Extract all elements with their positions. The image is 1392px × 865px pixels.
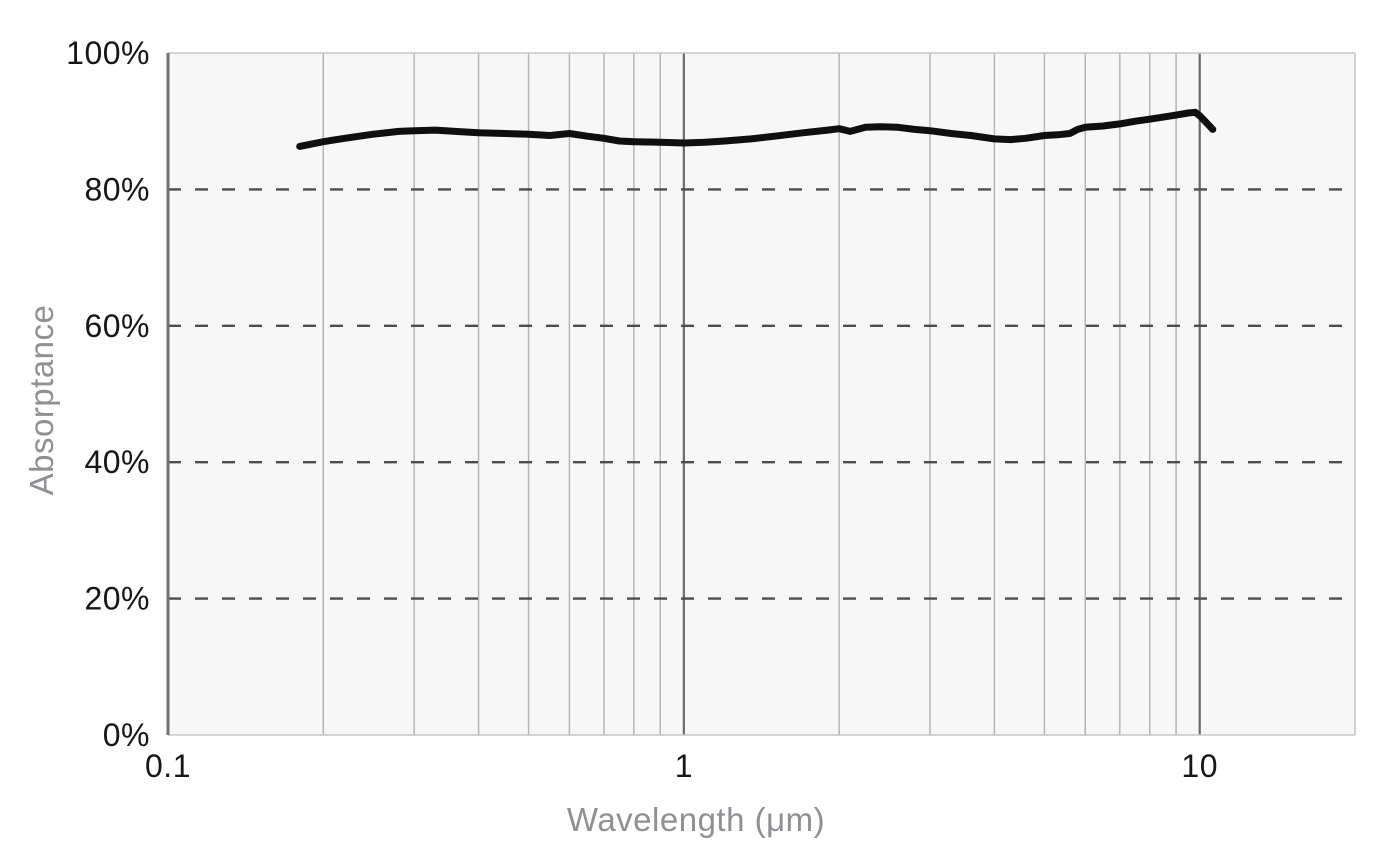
x-tick-label-10: 10: [1181, 748, 1218, 784]
plot-area: [168, 53, 1355, 735]
y-tick-label-100: 100%: [66, 35, 150, 71]
series-curve-absorptance: [296, 108, 1217, 150]
x-axis-title: Wavelength (μm): [566, 801, 826, 838]
x-tick-label-1: 1: [675, 748, 693, 784]
y-tick-label-0: 0%: [103, 717, 150, 753]
x-tick-label-0.1: 0.1: [145, 748, 191, 784]
y-tick-label-40: 40%: [84, 444, 150, 480]
y-tick-label-80: 80%: [84, 171, 150, 207]
y-tick-label-60: 60%: [84, 308, 150, 344]
y-tick-label-20: 20%: [84, 581, 150, 617]
y-axis-title: Absorptance: [23, 304, 60, 496]
